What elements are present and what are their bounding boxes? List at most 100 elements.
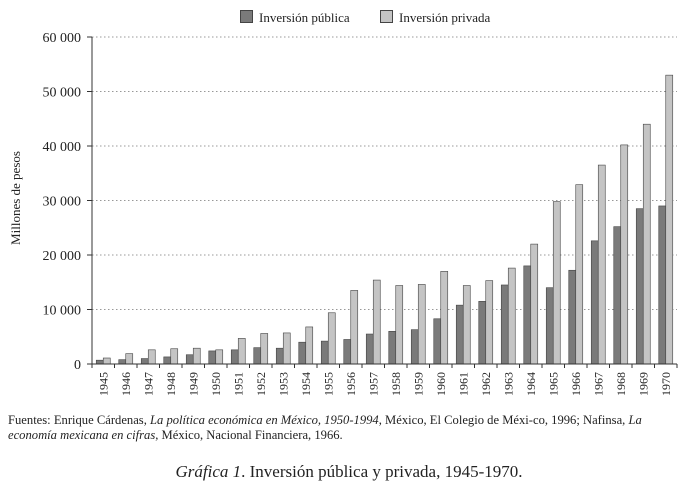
x-tick-label: 1962 — [479, 372, 493, 396]
y-tick-label: 10 000 — [43, 304, 82, 319]
x-tick-label: 1959 — [411, 372, 425, 396]
bars — [95, 74, 674, 365]
bar-privada-1951 — [237, 338, 246, 365]
sources-note: Fuentes: Enrique Cárdenas, La política e… — [8, 413, 672, 443]
x-tick-label: 1963 — [501, 372, 515, 396]
x-tick-label: 1950 — [209, 372, 223, 396]
y-tick-label: 50 000 — [43, 86, 82, 101]
x-tick-label: 1966 — [569, 372, 583, 396]
legend-swatch-privada — [380, 10, 393, 23]
bar-privada-1959 — [417, 284, 426, 365]
gridlines — [92, 36, 677, 310]
sources-mid: , México, El Colegio de Méxi-co, 1996; N… — [378, 413, 629, 427]
bar-publica-1945 — [95, 359, 104, 365]
bar-privada-1955 — [327, 312, 336, 365]
bar-publica-1961 — [455, 304, 464, 365]
bar-privada-1956 — [350, 290, 359, 365]
caption-text: . Inversión pública y privada, 1945-1970… — [241, 462, 523, 481]
bar-privada-1948 — [170, 348, 179, 365]
bar-privada-1954 — [305, 326, 314, 365]
caption-label: Gráfica 1 — [175, 462, 242, 481]
bar-publica-1960 — [433, 318, 442, 365]
sources-suffix: , México, Nacional Financiera, 1966. — [155, 428, 343, 442]
bar-publica-1949 — [185, 354, 194, 365]
bar-privada-1949 — [192, 347, 201, 365]
legend-swatch-publica — [240, 10, 253, 23]
bar-publica-1946 — [118, 359, 127, 365]
bar-publica-1953 — [275, 347, 284, 365]
x-tick-label: 1964 — [524, 372, 538, 396]
bar-privada-1952 — [260, 333, 269, 365]
x-tick-label: 1954 — [299, 372, 313, 396]
x-tick-label: 1961 — [456, 372, 470, 396]
y-tick-label: 20 000 — [43, 249, 82, 264]
bar-privada-1963 — [507, 267, 516, 365]
x-tick-label: 1946 — [119, 372, 133, 396]
x-tick-label: 1960 — [434, 372, 448, 396]
bar-publica-1958 — [388, 330, 397, 365]
bar-publica-1951 — [230, 349, 239, 365]
sources-book-2: La economía mexicana en cifras — [8, 413, 642, 442]
legend-label-privada: Inversión privada — [399, 10, 491, 25]
bar-publica-1967 — [590, 240, 599, 365]
legend-label-publica: Inversión pública — [259, 10, 350, 25]
bar-privada-1957 — [372, 279, 381, 365]
x-tick-label: 1957 — [366, 372, 380, 396]
bar-privada-1947 — [147, 349, 156, 365]
x-tick-label: 1958 — [389, 372, 403, 396]
bar-privada-1966 — [575, 184, 584, 365]
bar-privada-1946 — [125, 353, 134, 365]
x-tick-label: 1968 — [614, 372, 628, 396]
y-axis-label: Millones de pesos — [8, 151, 23, 245]
bar-privada-1969 — [642, 123, 651, 365]
x-tick-label: 1970 — [659, 372, 673, 396]
bar-publica-1964 — [523, 265, 532, 365]
bar-publica-1962 — [478, 301, 487, 365]
bar-publica-1957 — [365, 333, 374, 365]
x-tick-label: 1947 — [141, 372, 155, 396]
bar-privada-1962 — [485, 280, 494, 365]
bar-chart: 0 10 000 20 000 30 000 40 000 50 000 60 000 19… — [8, 31, 678, 396]
x-tick-label: 1951 — [231, 372, 245, 396]
bar-privada-1958 — [395, 285, 404, 365]
bar-publica-1947 — [140, 358, 149, 365]
bar-publica-1950 — [208, 350, 217, 365]
bar-publica-1969 — [635, 208, 644, 365]
bar-privada-1950 — [215, 349, 224, 365]
legend-item-privada: Inversión privada — [380, 10, 490, 26]
x-tick-label: 1949 — [186, 372, 200, 396]
x-tick-label: 1945 — [96, 372, 110, 396]
bar-privada-1965 — [552, 201, 561, 365]
x-tick-label: 1955 — [321, 372, 335, 396]
bar-publica-1966 — [568, 269, 577, 365]
y-tick-label: 40 000 — [43, 140, 82, 155]
y-axis: 0 10 000 20 000 30 000 40 000 50 000 60 000 — [43, 31, 93, 373]
y-tick-label: 0 — [74, 358, 81, 373]
bar-privada-1970 — [665, 74, 674, 365]
bar-privada-1960 — [440, 271, 449, 365]
bar-publica-1970 — [658, 205, 667, 365]
x-tick-label: 1967 — [591, 372, 605, 396]
y-tick-label: 30 000 — [43, 195, 82, 210]
bar-privada-1945 — [102, 357, 111, 365]
bar-publica-1956 — [343, 339, 352, 365]
x-axis: 1945 1946 1947 1948 1949 1950 1951 1952 1953 1954… — [91, 363, 678, 396]
bar-privada-1964 — [530, 243, 539, 365]
bar-privada-1953 — [282, 332, 291, 365]
bar-privada-1967 — [597, 164, 606, 365]
x-tick-label: 1965 — [546, 372, 560, 396]
x-tick-label: 1953 — [276, 372, 290, 396]
bar-publica-1952 — [253, 347, 262, 365]
x-tick-label: 1952 — [254, 372, 268, 396]
bar-publica-1965 — [545, 287, 554, 365]
figure-caption: Gráfica 1. Inversión pública y privada, … — [0, 462, 698, 482]
bar-publica-1954 — [298, 341, 307, 365]
bar-privada-1961 — [462, 285, 471, 365]
x-tick-label: 1948 — [164, 372, 178, 396]
bar-publica-1948 — [163, 356, 172, 365]
bar-publica-1959 — [410, 329, 419, 365]
x-tick-label: 1969 — [636, 372, 650, 396]
legend-item-publica: Inversión pública — [240, 10, 350, 26]
sources-book-1: La política económica en México, 1950-19… — [150, 413, 379, 427]
bar-publica-1955 — [320, 340, 329, 365]
